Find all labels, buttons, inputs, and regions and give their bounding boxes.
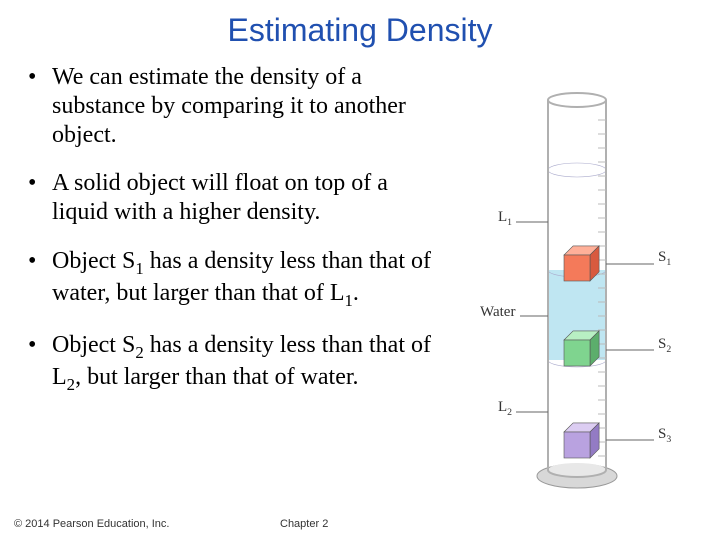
svg-text:S1: S1 xyxy=(658,249,671,268)
bullet-dot: • xyxy=(28,169,52,227)
svg-text:Water: Water xyxy=(480,304,515,320)
svg-text:L2: L2 xyxy=(498,399,512,418)
bullet-3: • Object S1 has a density less than that… xyxy=(28,247,448,311)
bullet-text: A solid object will float on top of a li… xyxy=(52,169,448,227)
svg-text:L1: L1 xyxy=(498,209,512,228)
chapter-text: Chapter 2 xyxy=(280,518,328,530)
bullet-text: We can estimate the density of a substan… xyxy=(52,63,448,149)
density-figure: L1 Water L2 S1 S2 S3 xyxy=(448,80,708,500)
bullet-dot: • xyxy=(28,247,52,311)
cylinder-diagram: L1 Water L2 S1 S2 S3 xyxy=(448,80,708,500)
bullet-dot: • xyxy=(28,63,52,149)
bullet-4: • Object S2 has a density less than that… xyxy=(28,331,448,395)
bullet-text: Object S2 has a density less than that o… xyxy=(52,331,448,395)
bullet-text: Object S1 has a density less than that o… xyxy=(52,247,448,311)
svg-text:S3: S3 xyxy=(658,426,671,445)
bullet-list: • We can estimate the density of a subst… xyxy=(28,63,448,415)
svg-text:S2: S2 xyxy=(658,336,671,355)
bullet-1: • We can estimate the density of a subst… xyxy=(28,63,448,149)
bullet-dot: • xyxy=(28,331,52,395)
page-title: Estimating Density xyxy=(0,0,720,63)
copyright-text: © 2014 Pearson Education, Inc. xyxy=(14,518,169,530)
bullet-2: • A solid object will float on top of a … xyxy=(28,169,448,227)
